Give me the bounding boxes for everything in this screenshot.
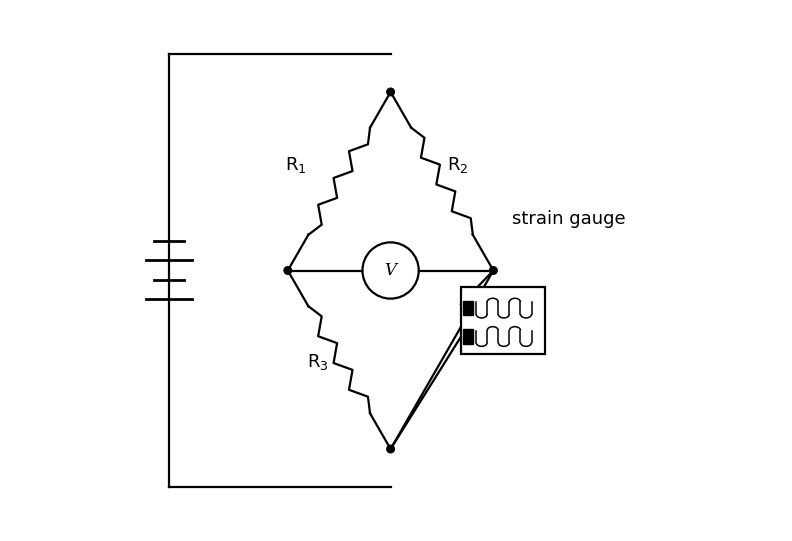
Bar (461, 287, 545, 354)
Circle shape (489, 267, 497, 274)
Circle shape (284, 267, 291, 274)
Bar (463, 301, 474, 315)
Bar (463, 329, 474, 344)
Text: R$_2$: R$_2$ (447, 155, 469, 175)
Text: R$_1$: R$_1$ (285, 155, 307, 175)
Text: strain gauge: strain gauge (512, 210, 626, 228)
Text: R$_3$: R$_3$ (307, 353, 329, 372)
Text: V: V (385, 262, 397, 279)
Circle shape (386, 88, 394, 96)
Circle shape (386, 445, 394, 453)
